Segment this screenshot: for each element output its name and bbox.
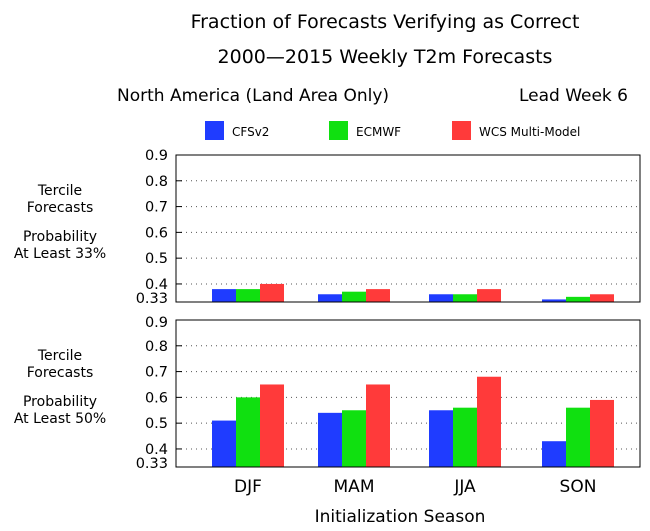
panel-side-label: At Least 50% — [14, 411, 106, 427]
bar-cfsv2-jja — [429, 410, 453, 467]
y-tick-label: 0.7 — [145, 365, 168, 381]
bar-ecmwf-mam — [342, 291, 366, 302]
legend-swatch-cfsv2 — [205, 121, 224, 140]
bar-wcs-multi-model-djf — [260, 384, 284, 467]
legend-label: ECMWF — [356, 125, 401, 139]
x-tick-label: JJA — [453, 477, 476, 497]
bar-wcs-multi-model-jja — [477, 289, 501, 302]
bar-ecmwf-djf — [236, 289, 260, 302]
panel-frame — [175, 319, 641, 468]
y-tick-label: 0.9 — [145, 315, 168, 331]
x-tick-label: MAM — [334, 477, 375, 497]
bar-cfsv2-son — [542, 299, 566, 302]
panel-side-label: Probability — [23, 394, 97, 410]
y-tick-label: 0.6 — [145, 225, 168, 241]
legend-swatch-wcs-multi-model — [452, 121, 471, 140]
bar-ecmwf-son — [566, 407, 590, 467]
bar-cfsv2-jja — [429, 294, 453, 302]
bar-cfsv2-son — [542, 441, 566, 467]
region-label: North America (Land Area Only) — [117, 86, 389, 106]
bar-ecmwf-djf — [236, 397, 260, 467]
lead-label: Lead Week 6 — [519, 86, 628, 106]
y-tick-label: 0.7 — [145, 200, 168, 216]
bar-ecmwf-son — [566, 296, 590, 302]
y-tick-label: 0.33 — [136, 291, 168, 307]
legend-swatch-ecmwf — [329, 121, 348, 140]
y-tick-label: 0.9 — [145, 148, 168, 164]
panel-side-label: Probability — [23, 229, 97, 245]
legend-label: WCS Multi-Model — [479, 125, 580, 139]
y-tick-label: 0.8 — [145, 339, 168, 355]
panel-side-label: Forecasts — [27, 365, 94, 381]
x-tick-label: DJF — [234, 477, 262, 497]
y-tick-label: 0.6 — [145, 390, 168, 406]
panel-side-label: Tercile — [37, 348, 82, 364]
chart-title-line2: 2000—2015 Weekly T2m Forecasts — [218, 46, 553, 68]
y-tick-label: 0.33 — [136, 456, 168, 472]
y-tick-label: 0.4 — [145, 277, 168, 293]
bar-wcs-multi-model-son — [590, 399, 614, 467]
bar-cfsv2-mam — [318, 294, 342, 302]
x-tick-label: SON — [560, 477, 597, 497]
legend-label: CFSv2 — [232, 125, 269, 139]
panel-side-label: At Least 33% — [14, 246, 106, 262]
bar-cfsv2-djf — [212, 420, 236, 467]
y-tick-label: 0.4 — [145, 442, 168, 458]
bar-wcs-multi-model-son — [590, 294, 614, 302]
x-axis-label: Initialization Season — [315, 507, 486, 527]
bar-ecmwf-jja — [453, 294, 477, 302]
bar-wcs-multi-model-mam — [366, 384, 390, 467]
panel-side-label: Tercile — [37, 183, 82, 199]
bar-wcs-multi-model-djf — [260, 283, 284, 302]
bar-cfsv2-mam — [318, 412, 342, 467]
bar-cfsv2-djf — [212, 289, 236, 302]
bar-ecmwf-mam — [342, 410, 366, 467]
bar-wcs-multi-model-mam — [366, 289, 390, 302]
bar-ecmwf-jja — [453, 407, 477, 467]
panel-frame — [175, 154, 641, 303]
y-tick-label: 0.8 — [145, 174, 168, 190]
legend: CFSv2 ECMWF WCS Multi-Model — [205, 121, 580, 140]
chart-title-line1: Fraction of Forecasts Verifying as Corre… — [191, 11, 580, 33]
bar-wcs-multi-model-jja — [477, 376, 501, 467]
panels: 0.330.40.50.60.70.80.9TercileForecastsPr… — [14, 148, 641, 497]
y-tick-label: 0.5 — [145, 251, 168, 267]
y-tick-label: 0.5 — [145, 416, 168, 432]
panel-side-label: Forecasts — [27, 200, 94, 216]
